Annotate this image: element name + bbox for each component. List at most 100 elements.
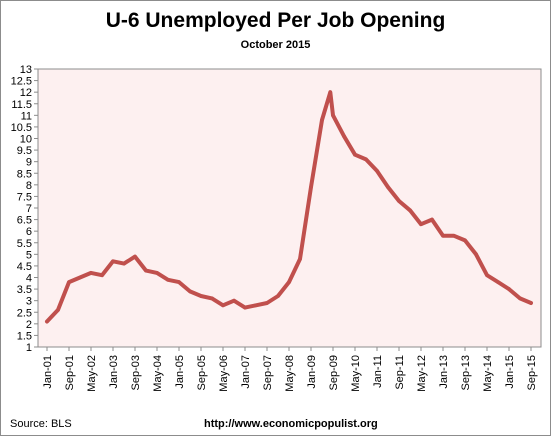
y-tick-label: 12.5 [11, 76, 32, 88]
data-point [419, 222, 423, 227]
y-tick-label: 11.5 [11, 99, 32, 111]
data-point [507, 287, 511, 291]
y-axis: 11.522.533.544.555.566.577.588.599.51010… [11, 64, 38, 354]
data-point [452, 234, 456, 238]
data-point [276, 294, 280, 298]
data-point [298, 257, 302, 261]
y-tick-label: 10.5 [11, 122, 32, 134]
y-tick-label: 3 [26, 296, 32, 308]
x-tick-label: Jan-11 [372, 355, 384, 388]
data-point [188, 289, 192, 294]
data-point [408, 208, 412, 213]
y-tick-label: 3.5 [17, 284, 32, 296]
data-point [474, 252, 478, 257]
x-tick-label: Jan-01 [42, 355, 54, 389]
y-tick-label: 5.5 [17, 238, 32, 250]
x-tick-label: Sep-05 [196, 355, 208, 390]
x-tick-label: May-08 [284, 355, 296, 392]
x-tick-label: Sep-07 [262, 355, 274, 390]
y-tick-label: 1 [26, 342, 32, 354]
x-tick-label: Sep-03 [130, 355, 142, 390]
x-tick-label: Jan-13 [438, 355, 450, 389]
x-tick-label: Sep-15 [526, 355, 538, 390]
data-point [177, 280, 181, 284]
y-tick-label: 10 [20, 134, 32, 146]
y-tick-label: 8.5 [17, 168, 32, 180]
data-point [309, 185, 313, 189]
data-point [232, 298, 236, 303]
x-tick-label: Jan-09 [306, 355, 318, 389]
x-tick-label: May-10 [350, 355, 362, 392]
data-point [243, 305, 247, 310]
data-point [441, 234, 445, 238]
data-point [89, 271, 93, 275]
data-point [386, 185, 390, 189]
plot-background [37, 68, 542, 348]
y-tick-label: 2.5 [17, 307, 32, 319]
x-axis: Jan-01 Sep-01 May-02 Jan-03 Sep-03 May-04 Jan-… [42, 347, 538, 392]
x-tick-label: Jan-05 [174, 355, 186, 389]
y-tick-label: 4.5 [17, 261, 32, 273]
data-point [375, 169, 379, 173]
x-tick-label: May-14 [482, 355, 494, 392]
y-tick-label: 13 [20, 64, 32, 76]
data-point [166, 278, 170, 282]
data-point [331, 113, 335, 118]
data-point [122, 261, 126, 266]
y-tick-label: 7.5 [17, 191, 32, 203]
y-tick-label: 1.5 [17, 330, 32, 342]
data-point [67, 280, 71, 284]
data-point [496, 280, 500, 284]
x-tick-label: Sep-01 [64, 355, 76, 390]
data-point [518, 296, 522, 301]
y-tick-label: 2 [26, 319, 32, 331]
y-tick-label: 7 [26, 203, 32, 215]
data-point [265, 301, 269, 305]
source-url: http://www.economicpopulist.org [204, 418, 378, 430]
plot-area [37, 68, 542, 348]
data-point [111, 259, 115, 264]
data-point [287, 280, 291, 284]
data-point [133, 254, 137, 259]
x-tick-label: Jan-15 [504, 355, 516, 389]
data-point [353, 152, 357, 157]
y-tick-label: 6 [26, 226, 32, 238]
y-tick-label: 11 [21, 110, 32, 122]
data-point [199, 294, 203, 298]
x-tick-label: May-04 [152, 355, 164, 392]
data-point [328, 90, 333, 94]
data-point [210, 296, 214, 301]
data-point [397, 199, 401, 203]
y-tick-label: 9.5 [17, 145, 32, 157]
x-tick-label: Sep-11 [394, 355, 406, 390]
y-tick-label: 8 [26, 180, 32, 192]
data-point [221, 303, 225, 308]
data-point [342, 134, 346, 138]
source-label: Source: BLS [10, 418, 72, 430]
data-point [78, 275, 82, 280]
x-tick-label: Jan-07 [240, 355, 252, 389]
data-point [430, 217, 434, 222]
x-tick-label: May-12 [416, 355, 428, 392]
y-tick-label: 9 [26, 157, 32, 169]
x-tick-label: Jan-03 [108, 355, 120, 389]
data-point [485, 273, 489, 277]
x-tick-label: Sep-13 [460, 355, 472, 390]
y-tick-label: 12 [20, 87, 32, 99]
data-point [56, 308, 60, 312]
data-point [529, 301, 533, 305]
data-point [155, 271, 159, 275]
y-tick-label: 6.5 [17, 215, 32, 227]
chart-title: U-6 Unemployed Per Job Opening [105, 9, 446, 32]
series-layer [45, 90, 533, 324]
data-point [320, 118, 324, 122]
x-tick-label: May-06 [218, 355, 230, 392]
series-line [45, 90, 533, 324]
data-point [45, 319, 49, 324]
data-point [254, 303, 258, 308]
x-tick-label: Sep-09 [328, 355, 340, 390]
x-tick-label: May-02 [86, 355, 98, 392]
data-point [364, 157, 368, 162]
